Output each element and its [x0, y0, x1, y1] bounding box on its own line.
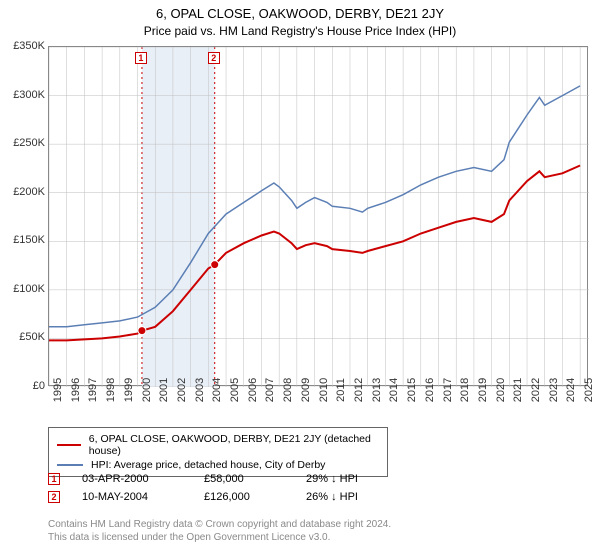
ytick-label: £350K	[13, 40, 45, 52]
xtick-label: 2009	[300, 378, 312, 402]
xtick-label: 2003	[194, 378, 206, 402]
xtick-label: 2018	[459, 378, 471, 402]
xtick-label: 2024	[565, 378, 577, 402]
sale-badge: 2	[208, 52, 220, 64]
footer-line-2: This data is licensed under the Open Gov…	[48, 531, 391, 544]
xtick-label: 1995	[52, 378, 64, 402]
xtick-label: 2012	[353, 378, 365, 402]
xtick-label: 1997	[87, 378, 99, 402]
footer-line-1: Contains HM Land Registry data © Crown c…	[48, 518, 391, 531]
xtick-label: 2010	[318, 378, 330, 402]
xtick-label: 2000	[141, 378, 153, 402]
ytick-label: £150K	[13, 234, 45, 246]
ytick-label: £0	[33, 380, 45, 392]
sale-date-2: 10-MAY-2004	[82, 491, 182, 503]
xtick-label: 2006	[247, 378, 259, 402]
xtick-label: 1998	[105, 378, 117, 402]
xtick-label: 2002	[176, 378, 188, 402]
xtick-label: 2005	[229, 378, 241, 402]
sales-table: 1 03-APR-2000 £58,000 29% ↓ HPI 2 10-MAY…	[48, 470, 386, 506]
sale-date-1: 03-APR-2000	[82, 473, 182, 485]
page-root: 6, OPAL CLOSE, OAKWOOD, DERBY, DE21 2JY …	[0, 0, 600, 560]
xtick-label: 2022	[530, 378, 542, 402]
ytick-label: £100K	[13, 283, 45, 295]
xtick-label: 2025	[583, 378, 595, 402]
xtick-label: 1996	[70, 378, 82, 402]
xtick-label: 2007	[264, 378, 276, 402]
xtick-label: 2016	[424, 378, 436, 402]
xtick-label: 2011	[335, 378, 347, 402]
ytick-label: £300K	[13, 89, 45, 101]
sale-badge: 1	[135, 52, 147, 64]
footer-attribution: Contains HM Land Registry data © Crown c…	[48, 518, 391, 544]
ytick-label: £200K	[13, 186, 45, 198]
legend-row-property: 6, OPAL CLOSE, OAKWOOD, DERBY, DE21 2JY …	[57, 432, 379, 458]
chart-svg	[49, 47, 589, 387]
sale-price-1: £58,000	[204, 473, 284, 485]
legend-swatch-property	[57, 444, 81, 446]
xtick-label: 2021	[512, 378, 524, 402]
xtick-label: 2008	[282, 378, 294, 402]
sale-marker-1: 1	[48, 473, 60, 485]
sale-row-1: 1 03-APR-2000 £58,000 29% ↓ HPI	[48, 470, 386, 488]
ytick-label: £250K	[13, 137, 45, 149]
xtick-label: 2013	[371, 378, 383, 402]
legend-label-property: 6, OPAL CLOSE, OAKWOOD, DERBY, DE21 2JY …	[89, 433, 379, 457]
sale-hpi-2: 26% ↓ HPI	[306, 491, 386, 503]
xtick-label: 2019	[477, 378, 489, 402]
xtick-label: 2004	[211, 378, 223, 402]
xtick-label: 2001	[158, 378, 170, 402]
xtick-label: 2020	[495, 378, 507, 402]
sale-price-2: £126,000	[204, 491, 284, 503]
xtick-label: 2023	[548, 378, 560, 402]
sale-marker-2: 2	[48, 491, 60, 503]
chart-title: 6, OPAL CLOSE, OAKWOOD, DERBY, DE21 2JY	[0, 0, 600, 21]
xtick-label: 2017	[442, 378, 454, 402]
xtick-label: 2015	[406, 378, 418, 402]
xtick-label: 2014	[388, 378, 400, 402]
ytick-label: £50K	[19, 331, 45, 343]
chart-plot-area	[48, 46, 588, 386]
xtick-label: 1999	[123, 378, 135, 402]
sale-hpi-1: 29% ↓ HPI	[306, 473, 386, 485]
sale-row-2: 2 10-MAY-2004 £126,000 26% ↓ HPI	[48, 488, 386, 506]
legend-swatch-hpi	[57, 464, 83, 466]
chart-subtitle: Price paid vs. HM Land Registry's House …	[0, 21, 600, 44]
